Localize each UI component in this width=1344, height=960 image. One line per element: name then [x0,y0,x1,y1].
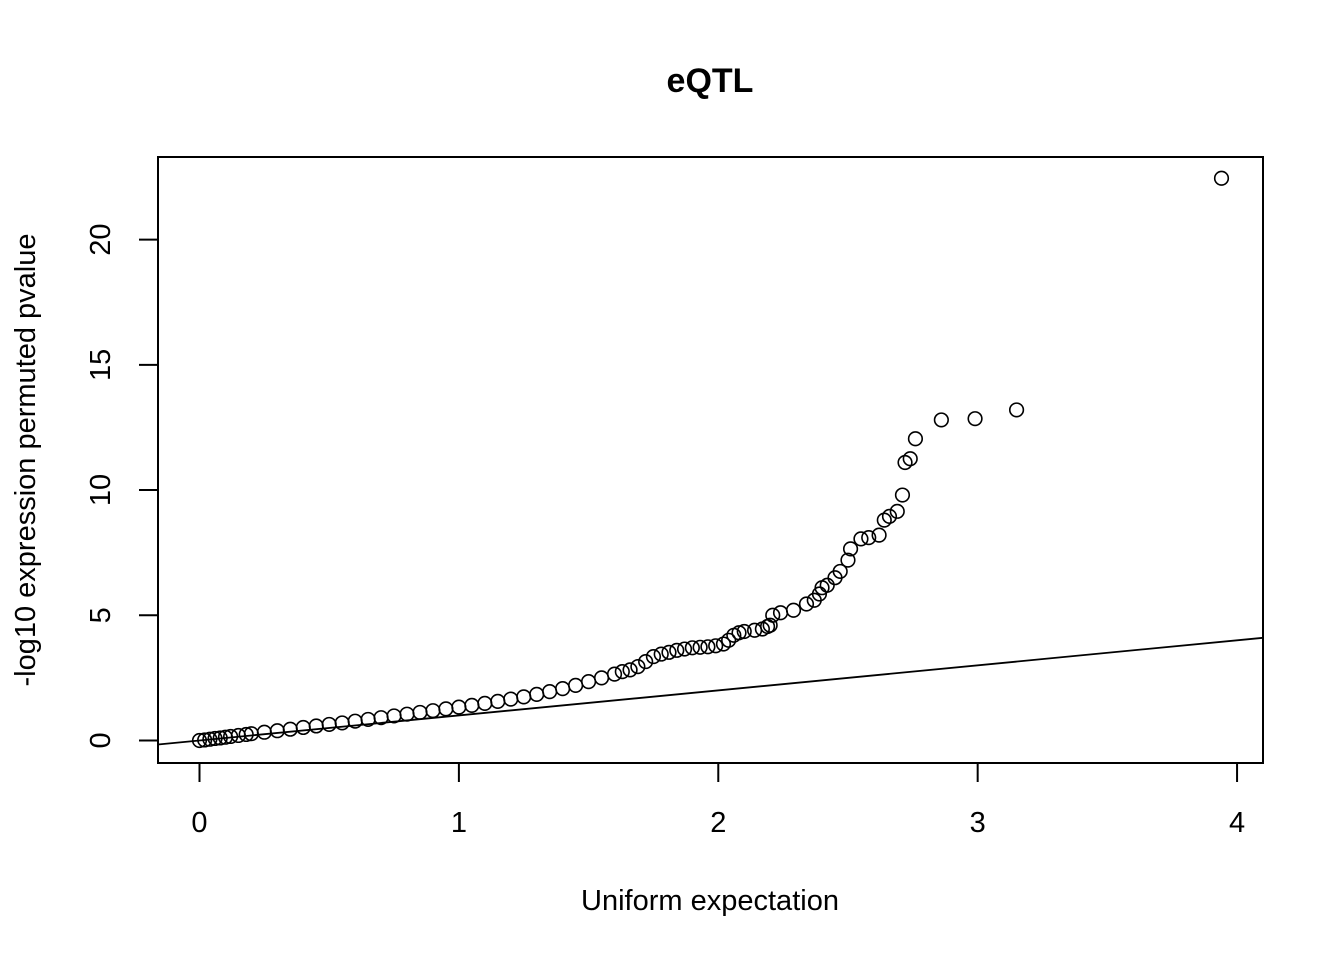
data-point [708,638,724,654]
data-point [692,639,708,655]
chart-title: eQTL [667,62,754,100]
data-point [197,732,213,748]
points-layer [191,170,1230,749]
data-point [477,695,493,712]
data-point [580,674,597,690]
data-point [819,577,835,593]
x-tick-label: 0 [191,807,207,839]
data-point [907,431,924,447]
data-point [798,596,815,612]
x-axis: 0 1 2 3 4 [191,762,1245,839]
data-point [399,706,415,722]
y-axis: 0 5 10 15 20 [85,224,159,749]
data-point [762,617,778,633]
data-point [606,666,623,682]
data-point [684,640,700,656]
data-point [321,716,337,733]
data-point [902,451,918,467]
data-point [700,639,716,655]
data-point [490,693,506,709]
data-point [308,718,324,734]
data-point [853,531,869,547]
data-point [334,715,350,731]
data-point [669,642,685,658]
data-point [967,411,983,427]
data-point [630,658,646,675]
data-point [464,697,480,714]
data-point [861,530,877,546]
data-point [881,508,898,524]
data-point [451,699,467,715]
data-point [721,632,737,648]
y-tick-label: 15 [85,349,117,381]
data-point [765,607,781,623]
data-point [223,728,239,745]
data-point [871,527,887,543]
data-point [676,641,693,657]
data-point [638,653,654,670]
data-point [1213,170,1230,186]
data-point [282,721,298,737]
data-point [207,730,223,747]
data-point [568,677,584,693]
data-point [516,689,532,705]
data-point [529,686,545,702]
reference-line [158,636,1263,746]
data-point [1008,402,1025,418]
data-point [622,662,638,678]
data-point [593,670,610,686]
data-point [645,648,662,665]
data-point [832,563,848,580]
data-point [785,602,802,618]
x-axis-label: Uniform expectation [581,885,839,917]
x-tick-label: 4 [1229,807,1245,839]
data-point [614,663,630,680]
y-tick-label: 5 [85,607,117,623]
data-point [238,726,254,743]
data-point [736,623,752,640]
data-point [894,487,911,503]
data-point [933,412,949,428]
x-tick-label: 3 [970,807,986,839]
y-tick-label: 20 [85,224,117,256]
y-tick-label: 10 [85,474,117,506]
data-point [412,704,428,721]
data-point [772,605,789,621]
data-point [269,723,285,739]
y-tick-label: 0 [85,732,117,748]
data-point [653,646,669,662]
x-tick-label: 1 [451,807,467,839]
plot-frame [157,156,1264,764]
data-point [256,724,272,740]
data-point [438,701,454,717]
data-point [842,541,859,557]
data-point [840,552,856,568]
data-point [889,503,905,519]
data-point [202,731,218,747]
data-point [212,730,228,746]
y-axis-label: -log10 expression permuted pvalue [10,234,42,687]
data-point [555,681,571,697]
data-point [661,644,677,660]
x-tick-label: 2 [710,807,726,839]
data-point [542,684,558,700]
data-point [295,719,311,736]
data-point [191,732,208,749]
data-point [503,691,519,707]
data-point [386,708,402,724]
data-point [425,703,441,719]
